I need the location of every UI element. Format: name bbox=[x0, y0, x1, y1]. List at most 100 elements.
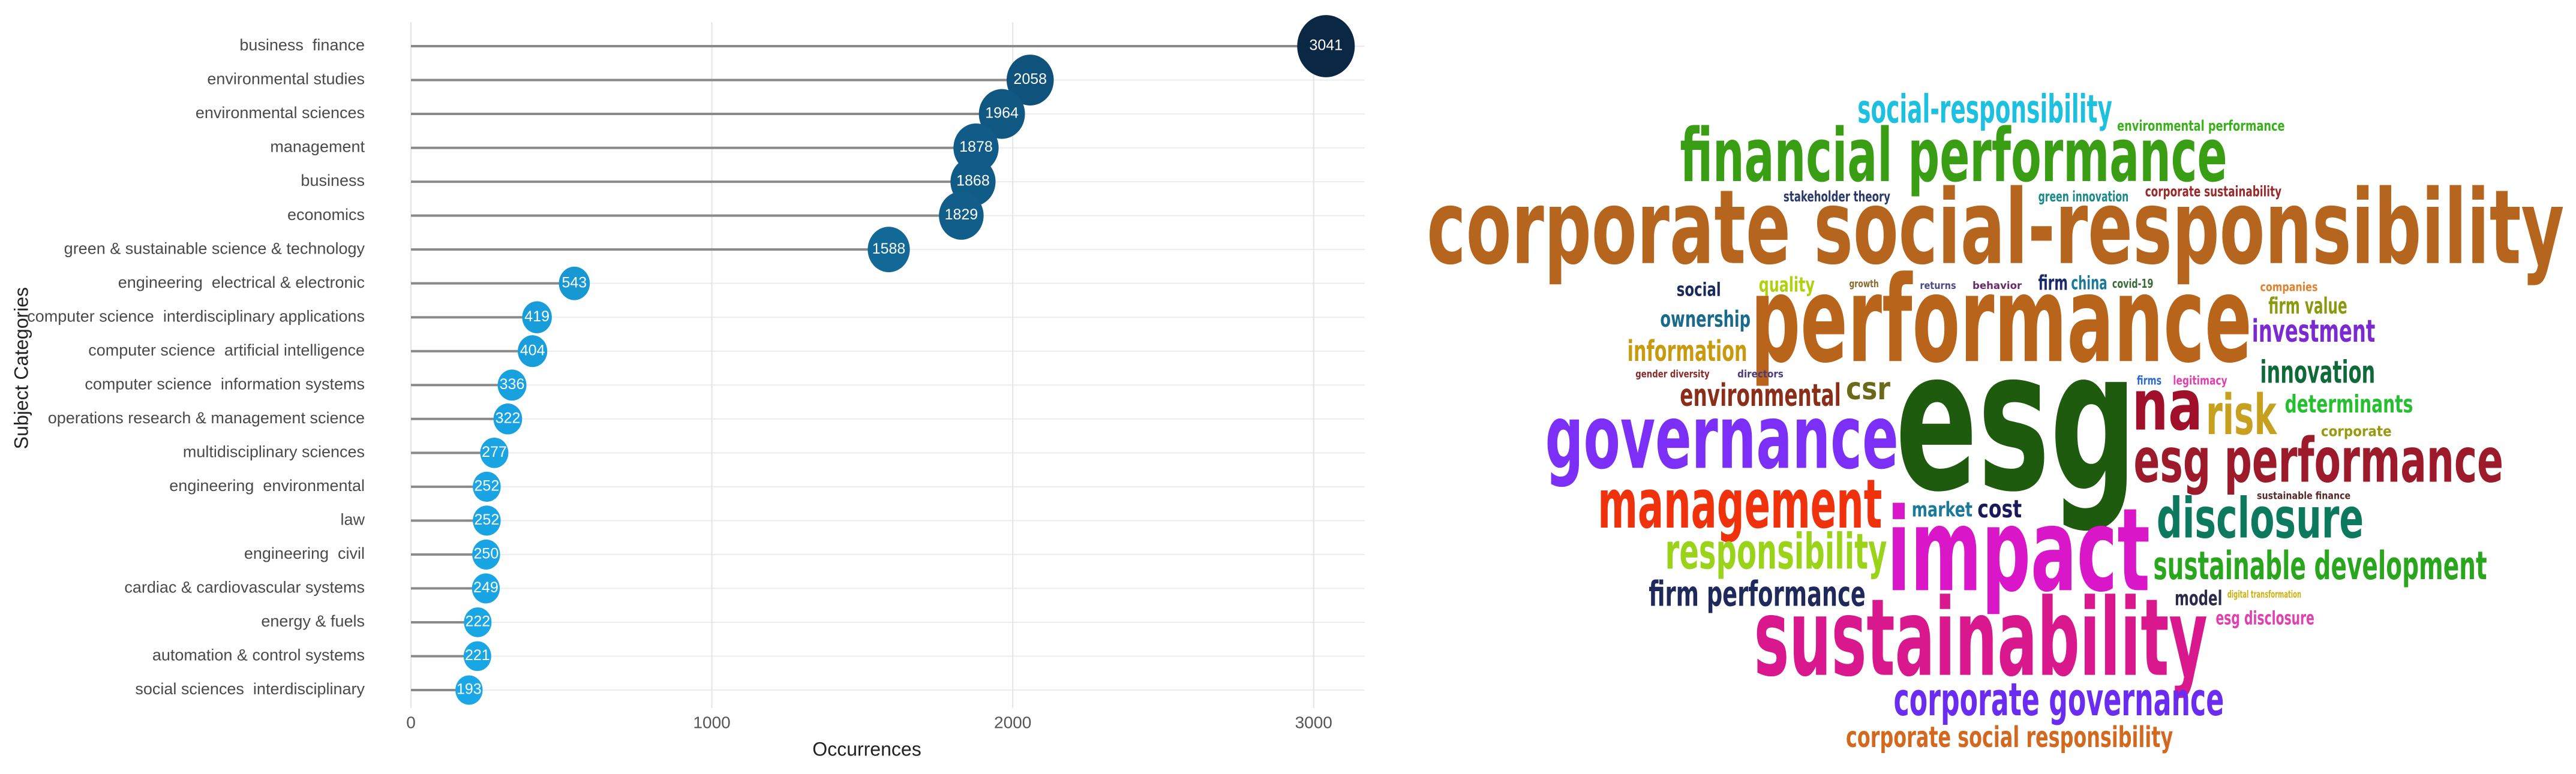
value-label: 249 bbox=[473, 579, 499, 596]
word: financial performance bbox=[1680, 113, 2227, 199]
bubble bbox=[867, 227, 910, 273]
x-tick-label: 2000 bbox=[994, 713, 1031, 731]
word: social-responsibility bbox=[1857, 87, 2112, 132]
bubble bbox=[480, 437, 509, 468]
word: risk bbox=[2206, 383, 2277, 447]
y-tick-label: computer science interdisciplinary appli… bbox=[27, 307, 365, 325]
y-tick-label: energy & fuels bbox=[261, 612, 365, 630]
x-axis-title: Occurrences bbox=[812, 738, 921, 760]
word: firm value bbox=[2268, 293, 2347, 319]
word: esg disclosure bbox=[2216, 607, 2314, 629]
word: gender diversity bbox=[1635, 369, 1709, 381]
y-tick-label: engineering civil bbox=[244, 544, 365, 562]
word: firm bbox=[2038, 272, 2068, 296]
word: sustainable development bbox=[2153, 544, 2487, 589]
value-label: 1588 bbox=[872, 240, 906, 257]
value-label: 404 bbox=[520, 342, 545, 359]
word: environmental bbox=[1680, 378, 1841, 414]
word: environmental performance bbox=[2117, 118, 2284, 134]
value-label: 252 bbox=[475, 511, 500, 528]
word: growth bbox=[1850, 278, 1879, 290]
bubble bbox=[559, 266, 590, 300]
word: market bbox=[1912, 498, 1972, 522]
word: covid-19 bbox=[2112, 276, 2154, 291]
bubble bbox=[493, 403, 523, 435]
word: corporate social responsibility bbox=[1846, 721, 2173, 754]
word: corporate governance bbox=[1893, 673, 2224, 726]
word: sustainable finance bbox=[2257, 490, 2350, 502]
word: behavior bbox=[1972, 280, 2022, 292]
y-tick-label: business finance bbox=[239, 36, 365, 54]
word: determinants bbox=[2285, 390, 2413, 418]
y-tick-label: automation & control systems bbox=[152, 646, 365, 664]
word: investment bbox=[2252, 314, 2376, 350]
value-label: 222 bbox=[465, 613, 490, 630]
y-tick-label: environmental sciences bbox=[196, 104, 365, 122]
value-label: 322 bbox=[496, 409, 521, 426]
word: information bbox=[1628, 335, 1748, 368]
bubble bbox=[473, 505, 501, 536]
word: innovation bbox=[2260, 355, 2376, 391]
y-tick-label: engineering electrical & electronic bbox=[118, 273, 365, 291]
lollipop-chart: Occurrences Subject Categories 0 1000 2000… bbox=[10, 15, 1365, 760]
word: governance bbox=[1545, 386, 1899, 489]
word: sustainability bbox=[1754, 577, 2208, 701]
x-tick-label: 3000 bbox=[1295, 713, 1332, 731]
value-label: 221 bbox=[465, 647, 490, 664]
value-label: 543 bbox=[562, 274, 587, 291]
value-label: 252 bbox=[475, 477, 500, 494]
y-tick-label: computer science artificial intelligence bbox=[88, 341, 365, 359]
bubble bbox=[473, 471, 501, 502]
word: corporate bbox=[2321, 423, 2392, 440]
value-label: 1878 bbox=[959, 138, 993, 155]
bubble bbox=[472, 539, 500, 570]
value-label: 193 bbox=[457, 681, 482, 698]
word: china bbox=[2071, 273, 2107, 294]
bubble bbox=[978, 89, 1025, 139]
y-tick-label: environmental studies bbox=[207, 70, 365, 88]
value-label: 336 bbox=[500, 376, 525, 393]
y-tick-label: management bbox=[270, 138, 365, 156]
word: csr bbox=[1846, 371, 1891, 407]
y-tick-label: social sciences interdisciplinary bbox=[135, 680, 365, 698]
bubble bbox=[464, 607, 492, 637]
word: esg performance bbox=[2134, 426, 2504, 497]
x-tick-label: 1000 bbox=[693, 713, 730, 731]
word: management bbox=[1598, 465, 1882, 544]
x-tick-label: 0 bbox=[406, 713, 416, 731]
bubble bbox=[522, 301, 552, 333]
word: impact bbox=[1887, 484, 2150, 618]
word: stakeholder theory bbox=[1784, 188, 1890, 205]
word: directors bbox=[1737, 369, 1784, 381]
bubble bbox=[472, 573, 500, 604]
word: legitimacy bbox=[2173, 374, 2227, 388]
y-tick-label: cardiac & cardiovascular systems bbox=[124, 579, 365, 597]
y-tick-label: law bbox=[340, 510, 365, 528]
word: responsibility bbox=[1665, 524, 1887, 581]
y-axis-title: Subject Categories bbox=[10, 287, 32, 449]
word-cloud: corporate social-responsibility esgperfor… bbox=[1427, 87, 2564, 754]
value-label: 419 bbox=[524, 308, 550, 325]
word: corporate social-responsibility bbox=[1427, 168, 2564, 288]
word: performance bbox=[1751, 251, 2252, 389]
y-tick-label: engineering environmental bbox=[169, 477, 365, 495]
bubble bbox=[455, 675, 483, 705]
y-tick-label: computer science information systems bbox=[85, 375, 365, 393]
y-tick-label: economics bbox=[287, 206, 365, 224]
y-tick-label: green & sustainable science & technology bbox=[64, 239, 365, 257]
y-tick-label: operations research & management science bbox=[48, 409, 365, 427]
word: companies bbox=[2260, 280, 2318, 294]
word: social bbox=[1677, 279, 1721, 300]
word: na bbox=[2132, 366, 2203, 447]
y-tick-label: business bbox=[301, 171, 365, 189]
value-label: 250 bbox=[474, 546, 499, 562]
word: quality bbox=[1759, 273, 1815, 297]
word: firm performance bbox=[1649, 574, 1866, 615]
word: firms bbox=[2137, 374, 2161, 388]
y-tick-label: multidisciplinary sciences bbox=[183, 442, 365, 460]
bubble bbox=[1006, 55, 1054, 106]
bubble bbox=[1297, 15, 1355, 77]
word: returns bbox=[1920, 280, 1956, 292]
bubble bbox=[463, 641, 491, 671]
